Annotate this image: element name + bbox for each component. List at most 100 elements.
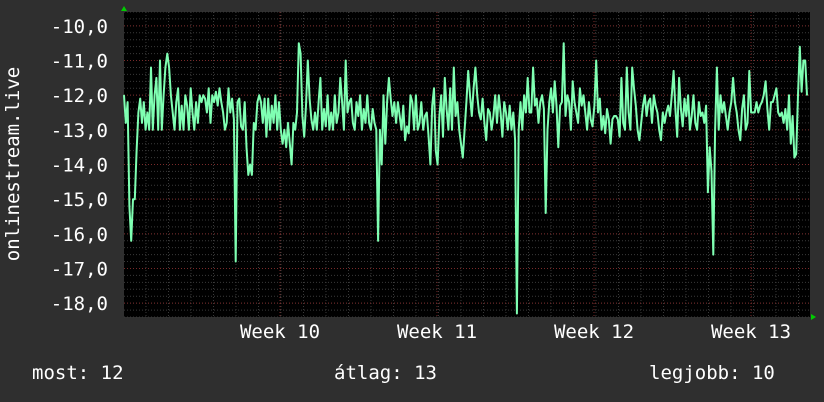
data-point xyxy=(783,122,785,124)
data-point xyxy=(370,129,372,131)
data-point xyxy=(501,136,503,138)
data-point xyxy=(312,129,314,131)
data-point xyxy=(345,59,347,62)
data-point xyxy=(455,115,457,117)
data-point xyxy=(397,101,399,103)
data-point xyxy=(415,94,417,96)
data-point xyxy=(741,108,743,110)
data-point xyxy=(519,101,522,103)
data-point xyxy=(723,101,725,103)
data-point xyxy=(601,129,603,131)
data-point xyxy=(792,115,794,117)
data-point xyxy=(186,105,188,107)
data-point xyxy=(332,129,334,131)
data-point xyxy=(292,122,294,124)
data-point xyxy=(581,105,583,107)
data-point xyxy=(264,98,266,100)
data-point xyxy=(732,77,734,79)
data-point xyxy=(676,136,678,138)
data-point xyxy=(718,129,720,131)
data-point xyxy=(309,98,311,100)
data-point xyxy=(168,66,170,69)
data-point xyxy=(539,101,541,103)
data-point xyxy=(157,129,159,131)
data-point xyxy=(283,129,285,131)
data-point xyxy=(444,77,446,79)
data-point xyxy=(494,94,496,96)
data-point xyxy=(235,260,237,263)
stat-current: most: 12 xyxy=(32,362,124,384)
data-point xyxy=(534,105,536,107)
data-point xyxy=(249,163,251,166)
y-tick-label: -13,0 xyxy=(51,120,108,142)
data-point xyxy=(400,129,403,131)
data-point xyxy=(426,111,428,114)
data-point xyxy=(242,129,244,131)
data-point xyxy=(561,101,563,103)
data-point xyxy=(483,122,485,124)
data-point xyxy=(799,46,801,48)
data-point xyxy=(536,98,538,100)
data-point xyxy=(806,94,808,96)
data-point xyxy=(377,240,379,242)
data-point xyxy=(130,240,132,242)
data-point xyxy=(790,143,792,145)
data-point xyxy=(348,101,350,103)
data-point xyxy=(143,101,145,103)
data-point xyxy=(337,111,340,114)
data-point xyxy=(709,146,711,148)
data-point xyxy=(656,111,659,114)
data-point xyxy=(273,122,275,124)
data-point xyxy=(256,101,258,103)
data-point xyxy=(682,125,684,127)
data-point xyxy=(346,111,349,114)
data-point xyxy=(276,129,278,131)
data-point xyxy=(440,94,442,96)
data-point xyxy=(375,129,377,131)
data-point xyxy=(166,53,168,55)
data-point xyxy=(685,115,687,117)
data-point xyxy=(696,129,698,131)
data-point xyxy=(568,101,570,103)
data-point xyxy=(262,122,264,124)
data-point xyxy=(384,143,386,145)
data-point xyxy=(665,111,668,114)
data-point xyxy=(507,129,509,131)
data-point xyxy=(251,174,253,176)
data-point xyxy=(435,150,437,152)
data-point xyxy=(653,94,655,96)
data-point xyxy=(391,115,394,117)
data-point xyxy=(737,129,740,131)
data-point xyxy=(736,111,738,114)
data-point xyxy=(424,115,426,117)
data-point xyxy=(307,59,309,62)
data-point xyxy=(361,129,363,131)
data-point xyxy=(152,129,154,131)
data-point xyxy=(525,111,527,114)
data-point xyxy=(692,94,695,96)
data-point xyxy=(274,94,276,96)
data-point xyxy=(172,111,174,114)
data-point xyxy=(505,111,507,114)
data-point xyxy=(548,101,550,103)
data-point xyxy=(208,87,210,89)
data-point xyxy=(734,101,736,103)
data-point xyxy=(233,118,235,120)
data-point xyxy=(258,94,260,96)
y-tick-label: -17,0 xyxy=(51,258,108,280)
data-point xyxy=(620,77,623,79)
data-point xyxy=(464,129,466,131)
data-point xyxy=(591,125,594,127)
data-point xyxy=(752,111,754,114)
x-tick-label: Week 13 xyxy=(711,321,791,343)
data-point xyxy=(608,118,610,120)
data-point xyxy=(446,108,448,110)
data-point xyxy=(671,94,673,96)
data-point xyxy=(190,87,192,89)
data-point xyxy=(125,122,127,124)
data-point xyxy=(745,129,747,131)
data-point xyxy=(386,101,388,103)
data-point xyxy=(289,143,291,145)
data-point xyxy=(626,66,628,69)
data-point xyxy=(159,59,161,62)
